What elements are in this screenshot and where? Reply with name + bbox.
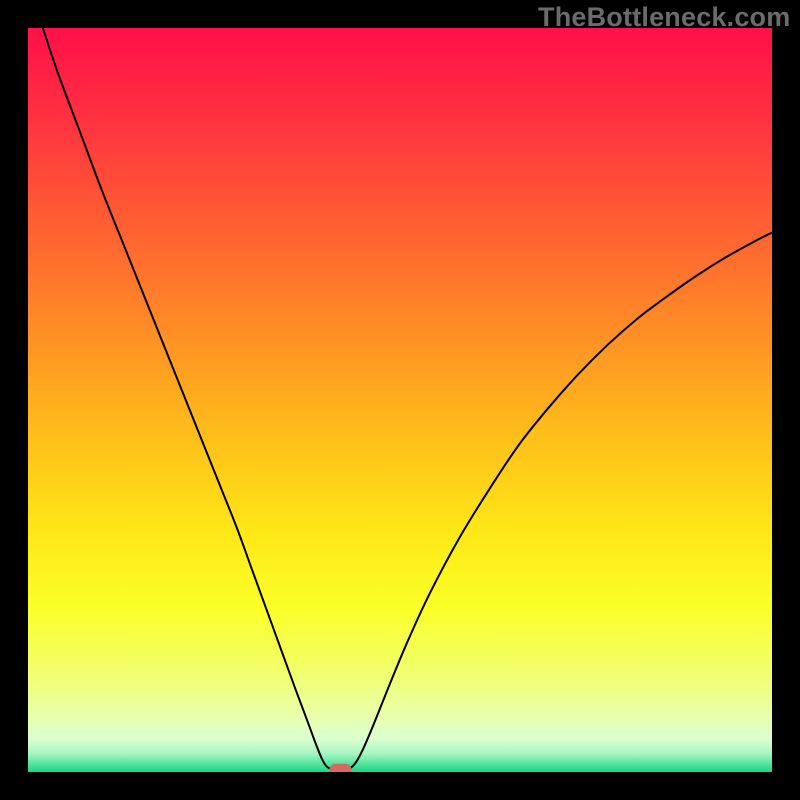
optimum-marker	[329, 764, 351, 772]
plot-area	[28, 28, 772, 772]
chart-svg	[28, 28, 772, 772]
watermark-text: TheBottleneck.com	[538, 2, 790, 33]
